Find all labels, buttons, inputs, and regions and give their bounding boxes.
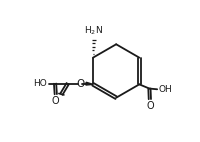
Text: O: O — [146, 101, 154, 111]
Text: H$_2$N: H$_2$N — [84, 25, 103, 37]
Text: O: O — [76, 79, 85, 89]
Text: HO: HO — [34, 79, 47, 88]
Polygon shape — [86, 82, 93, 85]
Text: O: O — [52, 96, 60, 106]
Text: OH: OH — [158, 85, 172, 94]
